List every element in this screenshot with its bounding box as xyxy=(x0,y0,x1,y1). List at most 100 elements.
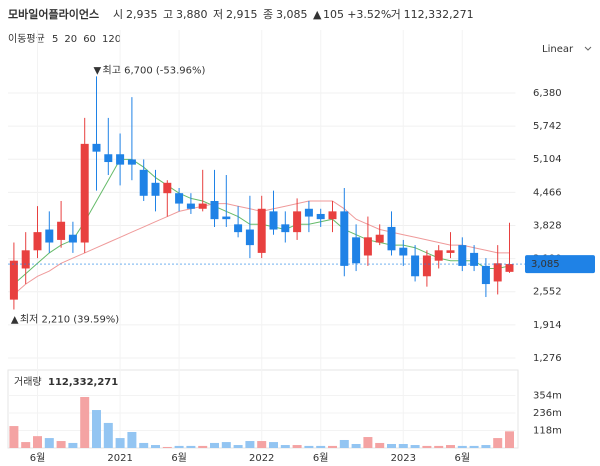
volume-bar xyxy=(434,445,444,448)
x-tick-label: 6월 xyxy=(171,452,187,464)
ma-legend-item: 5 xyxy=(52,34,58,45)
candle-body xyxy=(234,224,243,233)
header-item-label: 저 xyxy=(213,8,223,21)
candle-body xyxy=(328,211,337,220)
candle-body xyxy=(210,200,219,220)
candle-body xyxy=(281,224,290,233)
ma-legend-item: 60 xyxy=(83,34,96,45)
volume-bar xyxy=(446,445,455,448)
candle-body xyxy=(245,229,254,246)
y-tick-label: 1,914 xyxy=(533,320,562,331)
candle-body xyxy=(45,229,54,243)
ma-label: 이동평균 xyxy=(8,33,45,45)
scale-caret[interactable] xyxy=(584,46,592,51)
candle-body xyxy=(186,203,195,209)
candle-body xyxy=(387,226,396,251)
candle-body xyxy=(269,211,278,230)
header-item-label: 종 xyxy=(263,8,273,21)
volume-bar xyxy=(68,442,78,448)
y-tick-label: 6,380 xyxy=(533,88,562,99)
volume-bar xyxy=(481,445,491,448)
volume-bar xyxy=(103,422,113,448)
scale-button[interactable]: Linear xyxy=(542,44,574,55)
candle-body xyxy=(68,234,77,243)
volume-label: 거 xyxy=(391,8,401,21)
ma-legend-item: 120 xyxy=(102,34,121,45)
candle-body xyxy=(363,237,372,256)
volume-bar xyxy=(257,441,267,448)
candle-body xyxy=(222,216,231,220)
candle-body xyxy=(198,203,207,209)
x-tick-label: 2023 xyxy=(391,453,416,464)
volume-bar xyxy=(245,441,255,448)
volume-tick-label: 118m xyxy=(533,426,562,437)
ma-legend-item: 20 xyxy=(64,34,77,45)
header-item-value: 3,085 xyxy=(276,8,308,21)
volume-bar xyxy=(292,445,302,448)
volume-title: 거래량 xyxy=(14,376,42,388)
y-tick-label: 4,466 xyxy=(533,187,562,198)
annotation-arrow: ▼ xyxy=(94,65,102,76)
candle-body xyxy=(151,182,160,196)
volume-bar xyxy=(139,442,149,448)
y-tick-label: 5,742 xyxy=(533,121,562,132)
candle-body xyxy=(293,211,302,233)
volume-tick-label: 354m xyxy=(533,391,562,402)
y-tick-label: 2,552 xyxy=(533,287,562,298)
y-tick-label: 5,104 xyxy=(533,154,562,165)
candle-body xyxy=(505,264,514,272)
candle-body xyxy=(80,143,89,243)
volume-bar xyxy=(162,446,172,448)
candle-body xyxy=(446,250,455,253)
volume-value: 112,332,271 xyxy=(404,8,474,21)
price-tag xyxy=(525,255,595,274)
y-tick-label: 3,828 xyxy=(533,220,562,231)
annotation: 최고 6,700 (-53.96%) xyxy=(103,64,206,76)
header-item-value: 2,935 xyxy=(126,8,158,21)
volume-bar xyxy=(339,439,349,448)
volume-bar xyxy=(210,442,219,448)
volume-bar xyxy=(363,437,373,448)
change-arrow: ▲ xyxy=(313,8,322,21)
candle-body xyxy=(175,193,184,204)
volume-bar xyxy=(457,445,467,448)
volume-bar xyxy=(233,445,243,448)
volume-bar xyxy=(9,426,19,448)
header-item-label: 시 xyxy=(113,8,123,21)
volume-bar xyxy=(92,410,101,448)
candle-body xyxy=(458,245,467,266)
volume-bar xyxy=(351,443,361,448)
volume-title-value: 112,332,271 xyxy=(48,377,118,388)
change-pct: +3.52% xyxy=(347,8,391,21)
volume-bar xyxy=(505,431,514,448)
candle-body xyxy=(163,182,172,194)
annotation: 최저 2,210 (39.59%) xyxy=(20,313,119,325)
candle-body xyxy=(57,221,66,240)
volume-bar xyxy=(328,445,337,448)
candle-body xyxy=(375,234,384,243)
x-tick-label: 6월 xyxy=(313,452,329,464)
volume-bar xyxy=(493,438,503,448)
volume-bar xyxy=(80,396,90,448)
volume-bar xyxy=(56,441,66,448)
candle-body xyxy=(33,232,42,251)
candle-body xyxy=(316,213,325,220)
candle-body xyxy=(92,143,101,152)
volume-bar xyxy=(127,431,137,448)
volume-bar xyxy=(269,442,278,448)
volume-bar xyxy=(33,436,42,448)
volume-bar xyxy=(221,442,231,448)
x-tick-label: 6월 xyxy=(30,452,46,464)
price-tag-label: 3,085 xyxy=(531,259,560,270)
volume-bar xyxy=(410,445,420,448)
candle-body xyxy=(352,237,361,264)
candle-body xyxy=(139,169,148,196)
volume-bar xyxy=(422,445,432,448)
candle-body xyxy=(104,154,113,163)
candle-body xyxy=(116,154,125,165)
candle-body xyxy=(304,208,313,217)
annotation-arrow: ▲ xyxy=(11,314,19,325)
stock-name: 모바일어플라이언스 xyxy=(8,7,99,21)
candle-body xyxy=(422,255,431,277)
candle-body xyxy=(493,263,502,282)
